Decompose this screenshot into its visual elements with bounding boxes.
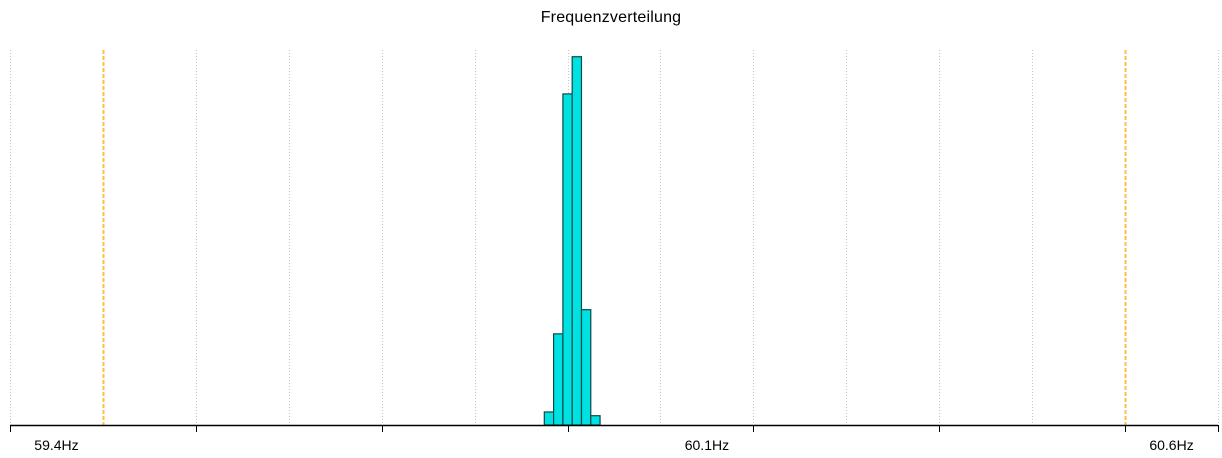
- x-axis: [10, 425, 1219, 432]
- x-tick-label-1: 60.1Hz: [685, 437, 729, 453]
- histogram-bar-4: [581, 310, 590, 425]
- histogram-bar-0: [544, 412, 553, 425]
- histogram-bar-1: [554, 334, 563, 425]
- x-tick-label-2: 60.6Hz: [1149, 437, 1193, 453]
- histogram-bar-3: [572, 57, 581, 425]
- histogram-bar-2: [563, 94, 572, 425]
- histogram-bar-5: [591, 416, 600, 425]
- histogram-bars: [544, 57, 600, 425]
- grid-lines: [11, 50, 1219, 425]
- x-tick-label-0: 59.4Hz: [34, 437, 78, 453]
- limit-lines: [104, 50, 1126, 425]
- x-tick-labels: 59.4Hz 60.1Hz 60.6Hz: [34, 437, 1193, 453]
